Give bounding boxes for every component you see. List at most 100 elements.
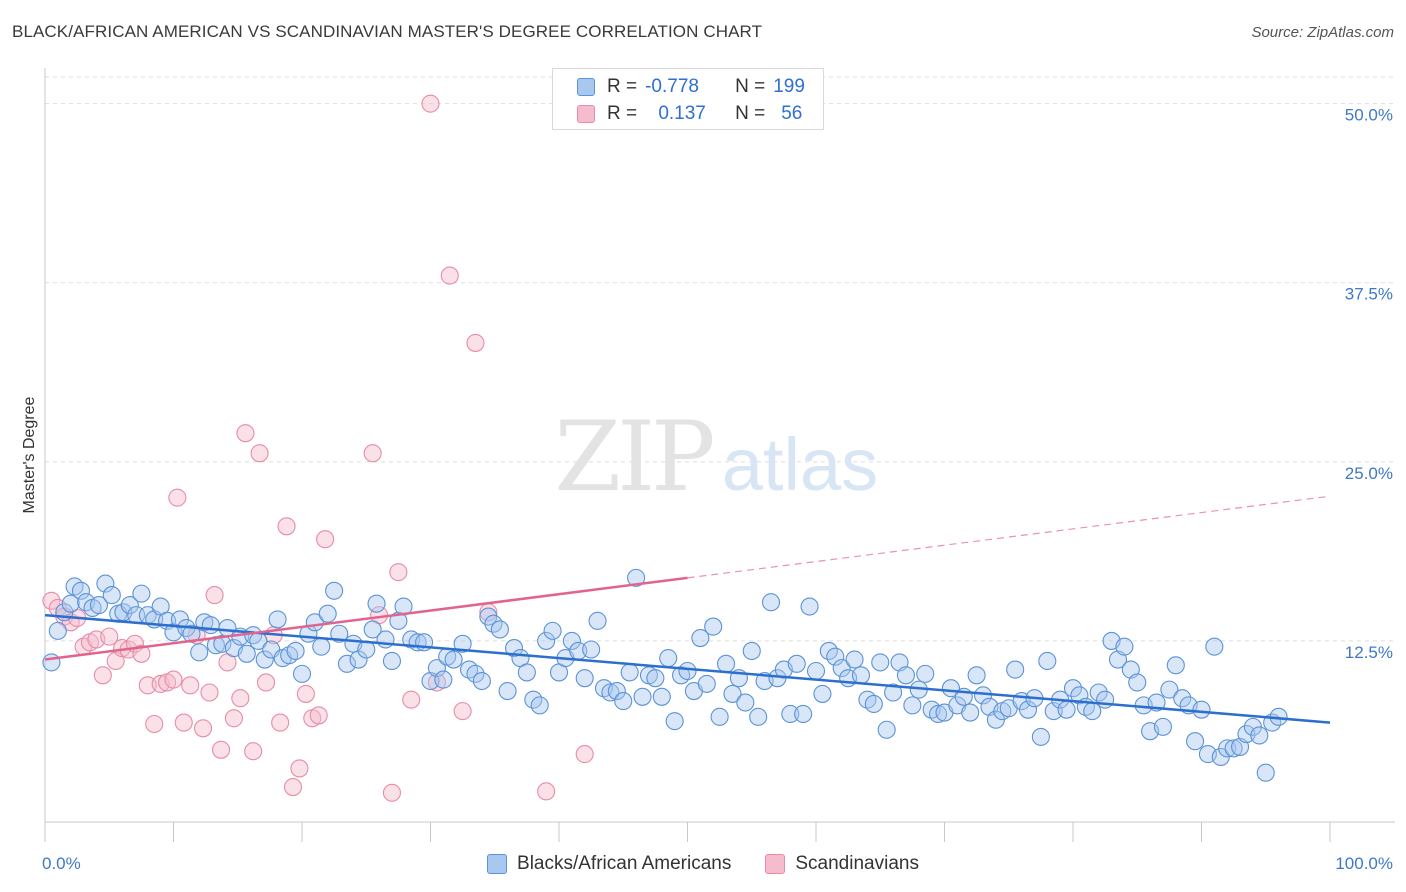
data-point [120, 596, 139, 615]
data-point [761, 593, 781, 612]
data-point [537, 782, 556, 801]
trend-lines [44, 495, 1331, 724]
data-point [903, 696, 922, 715]
data-point [806, 661, 826, 681]
data-point [710, 707, 729, 726]
n-label: N = [735, 103, 766, 124]
data-point [453, 702, 472, 721]
data-point [1205, 637, 1224, 656]
data-point [1166, 656, 1185, 675]
data-point [283, 777, 303, 797]
data-point [389, 611, 408, 630]
data-point [256, 673, 276, 692]
data-point [48, 621, 67, 640]
data-point [1063, 679, 1083, 698]
data-point [164, 670, 183, 689]
data-point [363, 444, 382, 463]
data-point [444, 650, 463, 669]
data-point [224, 709, 243, 728]
data-point [1006, 660, 1025, 679]
data-point [363, 620, 382, 639]
data-point [312, 637, 331, 656]
data-point [1096, 690, 1115, 709]
data-point [896, 666, 916, 685]
data-point [665, 712, 684, 731]
data-point [1186, 732, 1205, 751]
legend-item-blacks[interactable]: Blacks/African Americans [487, 853, 731, 875]
legend-item-scandinavians[interactable]: Scandinavians [765, 853, 919, 875]
gridlines [45, 76, 1395, 642]
data-point [916, 664, 935, 683]
data-point [845, 650, 864, 669]
n-value: 199 [773, 76, 805, 97]
data-point [349, 650, 368, 669]
data-point [102, 586, 121, 605]
data-point [749, 707, 768, 726]
data-point [1115, 637, 1134, 656]
data-point [132, 584, 151, 603]
data-point [620, 663, 639, 682]
data-point [1224, 739, 1243, 758]
data-point [286, 641, 305, 660]
pink-swatch-icon [577, 105, 595, 123]
data-point [42, 591, 61, 610]
data-point [201, 616, 220, 635]
data-point [382, 651, 402, 671]
data-point [168, 488, 187, 507]
data-point [205, 586, 224, 605]
data-point [607, 682, 626, 701]
data-point [961, 703, 980, 722]
data-point [132, 644, 151, 663]
data-point [145, 714, 164, 734]
data-point [929, 704, 948, 724]
data-point [800, 597, 819, 616]
data-point [678, 661, 697, 681]
data-point [268, 610, 287, 629]
data-point [588, 611, 607, 630]
y-tick-label: 37.5% [1345, 285, 1393, 304]
data-point [490, 620, 509, 639]
r-label: R = [607, 76, 638, 97]
data-point [543, 621, 562, 640]
data-point [318, 604, 337, 623]
y-axis-label: Master's Degree [21, 396, 38, 513]
series-legend: Blacks/African Americans Scandinavians [0, 850, 1406, 878]
data-point [627, 568, 646, 587]
data-point [1038, 651, 1057, 671]
data-point [174, 713, 193, 732]
data-point [562, 631, 581, 650]
data-point [231, 689, 250, 708]
data-point [61, 594, 80, 613]
data-point [182, 624, 201, 643]
data-point [504, 639, 524, 658]
data-point [255, 650, 274, 669]
data-point [1173, 689, 1192, 708]
data-point [211, 740, 231, 759]
series-scandinavians [42, 94, 594, 802]
stats-row-blue: R = -0.778 N = 199 [577, 74, 805, 100]
data-point [697, 674, 716, 693]
y-tick-label: 50.0% [1345, 106, 1393, 125]
data-point [537, 631, 556, 650]
data-point [237, 644, 256, 663]
data-point [440, 266, 459, 285]
data-point [813, 684, 832, 703]
data-point [723, 684, 742, 703]
data-point [652, 687, 671, 706]
watermark-atlas: atlas [722, 423, 878, 506]
blue-swatch-icon [487, 854, 508, 874]
data-point [427, 659, 446, 678]
data-point [736, 693, 755, 712]
tick-labels: 12.5% 25.0% 37.5% 50.0% 0.0% 100.0% [42, 106, 1393, 873]
r-value: -0.778 [645, 76, 699, 97]
data-point [877, 720, 896, 739]
data-point [530, 696, 549, 715]
data-point [472, 671, 491, 691]
data-point [434, 670, 453, 689]
data-point [1089, 683, 1108, 702]
series-blacks-african-americans [42, 568, 1288, 782]
data-point [1153, 717, 1172, 736]
x-tick-label: 0.0% [42, 854, 81, 873]
y-tick-label: 12.5% [1345, 643, 1393, 662]
